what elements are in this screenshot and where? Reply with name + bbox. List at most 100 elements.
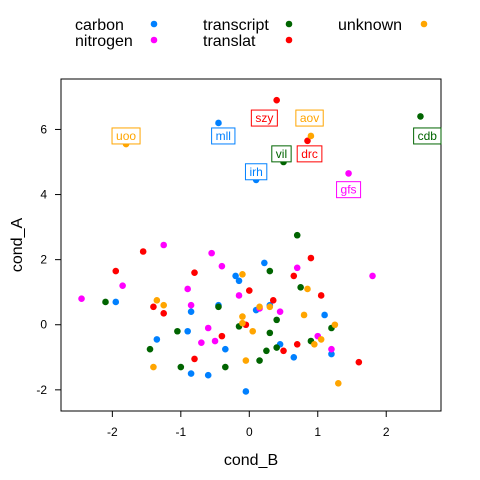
data-point-unknown	[307, 132, 315, 140]
data-point-unknown	[150, 363, 157, 371]
x-tick-label: 1	[314, 425, 321, 439]
data-point-carbon	[222, 345, 229, 353]
data-point-carbon	[321, 311, 328, 319]
data-point-unknown	[153, 297, 161, 304]
annotation-box	[211, 127, 236, 145]
data-point-unknown	[300, 311, 308, 319]
annotation-box	[250, 109, 278, 127]
data-point-unknown	[266, 303, 274, 311]
y-axis: -2 0 2 4 6	[36, 122, 61, 397]
legend-marker-nitrogen	[150, 36, 158, 44]
annotation-label: aov	[295, 109, 324, 127]
annotation-label: drc	[296, 145, 323, 163]
annotation-box	[336, 181, 362, 199]
data-point-nitrogen	[208, 249, 215, 257]
data-point-translat	[160, 310, 168, 317]
annotation-label: vil	[271, 145, 292, 163]
data-point-carbon	[235, 277, 243, 285]
x-tick-label: 2	[383, 425, 390, 439]
annotation-text: drc	[301, 147, 318, 161]
data-point-nitrogen	[184, 285, 191, 293]
data-point-nitrogen	[293, 264, 301, 272]
x-axis-title: cond_B	[224, 452, 278, 469]
data-point-unknown	[239, 319, 246, 327]
y-tick-label: 6	[40, 122, 47, 136]
data-point-transcript	[102, 298, 109, 306]
data-point-transcript	[256, 357, 263, 364]
data-point-translat	[304, 137, 311, 145]
annotation-label: irh	[244, 163, 268, 181]
legend-marker-translat	[285, 36, 293, 44]
annotation-box	[296, 145, 323, 163]
data-point-transcript	[273, 344, 280, 351]
data-point-carbon	[261, 259, 268, 267]
data-point-nitrogen	[328, 345, 335, 353]
annotation-text: irh	[249, 165, 262, 179]
data-point-carbon	[112, 298, 120, 306]
annotation-box	[244, 163, 268, 181]
data-point-unknown	[311, 340, 318, 348]
data-point-carbon	[242, 388, 250, 395]
y-tick-label: 0	[40, 318, 47, 332]
data-point-unknown	[304, 285, 311, 293]
data-point-translat	[139, 248, 147, 255]
data-point-transcript	[146, 345, 154, 353]
data-point-translat	[245, 287, 253, 294]
x-tick-label: -1	[175, 425, 186, 439]
annotation-label: mll	[211, 127, 236, 145]
data-point-nitrogen	[198, 339, 205, 346]
data-point-nitrogen	[78, 295, 85, 303]
data-point-carbon	[187, 308, 195, 316]
legend-label-carbon: carbon	[75, 17, 124, 34]
annotation-box	[295, 109, 324, 127]
data-point-nitrogen	[204, 324, 212, 332]
data-point-carbon	[204, 371, 212, 379]
data-point-transcript	[273, 316, 280, 324]
data-point-transcript	[263, 347, 270, 355]
legend-marker-transcript	[285, 20, 293, 28]
data-point-carbon	[290, 353, 298, 361]
annotation-label: cdb	[413, 127, 442, 145]
data-point-translat	[317, 292, 325, 299]
x-tick-label: 0	[246, 425, 253, 439]
y-tick-label: -2	[36, 383, 47, 397]
data-point-unknown	[239, 313, 246, 320]
data-point-transcript	[215, 303, 222, 311]
data-point-translat	[191, 355, 198, 363]
data-point-nitrogen	[218, 262, 226, 270]
data-point-translat	[112, 267, 120, 275]
data-point-translat	[273, 96, 280, 104]
data-point-transcript	[417, 113, 424, 120]
annotation-label: uoo	[111, 127, 141, 145]
annotation-label: szy	[250, 109, 278, 127]
data-point-transcript	[293, 231, 301, 239]
legend-marker-unknown	[420, 20, 428, 28]
legend-marker-carbon	[150, 20, 158, 28]
legend-label-nitrogen: nitrogen	[75, 33, 133, 50]
data-point-nitrogen	[160, 241, 168, 249]
data-points	[78, 96, 424, 395]
annotation-text: cdb	[418, 129, 438, 143]
annotation-text: szy	[255, 111, 273, 125]
data-point-unknown	[249, 327, 257, 335]
annotation-box	[413, 127, 442, 145]
data-point-nitrogen	[276, 308, 284, 316]
data-point-translat	[191, 269, 198, 276]
data-point-translat	[150, 303, 157, 311]
data-point-unknown	[160, 301, 168, 309]
data-point-translat	[307, 254, 315, 262]
data-point-unknown	[256, 303, 263, 311]
data-point-unknown	[317, 336, 325, 343]
data-point-unknown	[334, 380, 342, 387]
point-annotations: uoo mll szy aov cdb vil drc irh gfs	[111, 109, 442, 199]
data-point-translat	[290, 272, 298, 280]
data-point-transcript	[222, 363, 229, 371]
annotation-box	[271, 145, 292, 163]
annotation-text: aov	[300, 111, 319, 125]
data-point-translat	[280, 347, 287, 355]
data-point-transcript	[266, 267, 274, 275]
data-point-unknown	[331, 321, 339, 329]
data-point-nitrogen	[345, 170, 352, 177]
annotation-text: vil	[276, 147, 287, 161]
